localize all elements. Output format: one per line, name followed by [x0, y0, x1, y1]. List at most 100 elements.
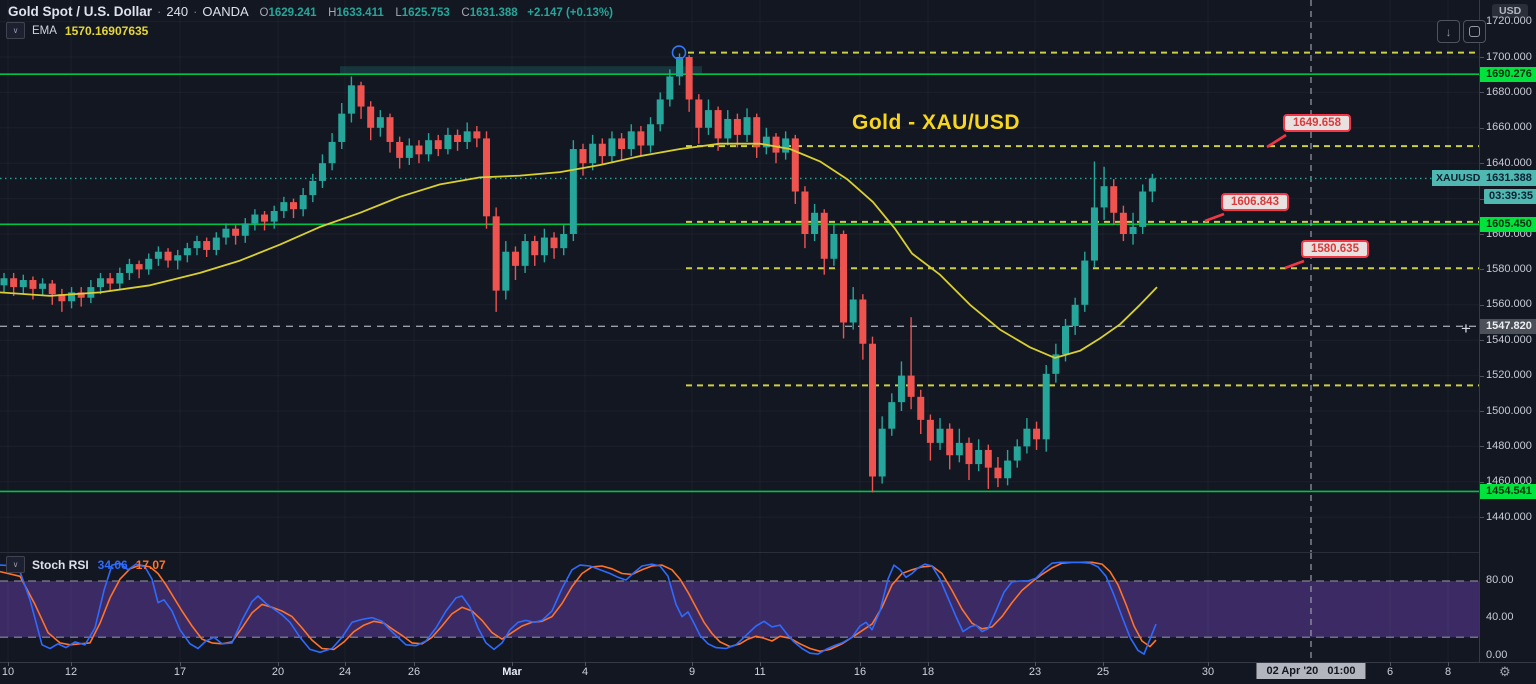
change-value: +2.147 (+0.13%) — [527, 7, 613, 19]
price-tick-label: 1580.000 — [1486, 262, 1532, 275]
price-tick-label: 1500.000 — [1486, 404, 1532, 417]
price-callout[interactable]: 1606.843 — [1221, 193, 1289, 211]
price-tick-mark — [1480, 446, 1484, 448]
chart-title-annotation: Gold - XAU/USD — [852, 111, 1020, 134]
price-tick-label: 1440.000 — [1486, 510, 1532, 523]
price-tick-mark — [1480, 481, 1484, 483]
date-label: Mar — [502, 666, 522, 678]
stoch-tick-label: 40.00 — [1486, 611, 1514, 623]
reset-scale-icon — [1469, 26, 1480, 37]
stoch-tick-label: 0.00 — [1486, 648, 1508, 661]
price-tick-mark — [1480, 375, 1484, 377]
date-tick-mark — [180, 662, 181, 666]
stoch-k-value: 34.06 — [97, 557, 128, 572]
reset-scale-button[interactable] — [1463, 20, 1486, 43]
last-price-axis-label: 1631.388 — [1480, 170, 1536, 186]
gear-icon[interactable]: ⚙ — [1499, 664, 1511, 679]
date-tick-mark — [1390, 662, 1391, 666]
date-label: 18 — [921, 666, 935, 678]
low-value: 1625.753 — [401, 7, 450, 19]
high-label: H — [328, 7, 337, 19]
date-label: 11 — [754, 666, 766, 678]
date-tick-mark — [1208, 662, 1209, 666]
stoch-tick-label: 80.00 — [1486, 573, 1514, 586]
date-label: 16 — [853, 666, 867, 678]
date-tick-mark — [692, 662, 693, 666]
low-label: L — [395, 7, 402, 19]
price-tick-label: 1660.000 — [1486, 121, 1532, 134]
chevron-down-icon[interactable]: ∨ — [6, 556, 25, 573]
stoch-rsi-label[interactable]: Stoch RSI — [32, 557, 89, 572]
level-price-label: 1454.541 — [1480, 483, 1536, 499]
price-tick-mark — [1480, 198, 1484, 200]
date-tick-mark — [585, 662, 586, 666]
date-label: 6 — [1386, 666, 1394, 678]
level-price-label: 1690.276 — [1480, 66, 1536, 82]
open-value: 1629.241 — [268, 7, 317, 19]
main-price-chart[interactable] — [0, 0, 1479, 552]
close-value: 1631.388 — [469, 7, 518, 19]
scroll-to-recent-button[interactable]: ↓ — [1437, 20, 1460, 43]
crosshair-date-label: 02 Apr '20 01:00 — [1256, 663, 1366, 679]
date-label: 24 — [338, 666, 352, 678]
time-axis[interactable] — [0, 662, 1536, 684]
date-label: 9 — [688, 666, 696, 678]
price-tick-mark — [1480, 340, 1484, 342]
crosshair-cursor-icon: + — [1461, 319, 1471, 338]
date-label: 23 — [1028, 666, 1042, 678]
level-price-label: 1605.450 — [1480, 216, 1536, 232]
date-tick-mark — [1035, 662, 1036, 666]
date-label: 10 — [1, 666, 15, 678]
price-callout[interactable]: 1649.658 — [1283, 114, 1351, 132]
price-tick-mark — [1480, 517, 1484, 519]
price-tick-label: 1540.000 — [1486, 333, 1532, 346]
date-tick-mark — [928, 662, 929, 666]
date-tick-mark — [860, 662, 861, 666]
symbol-price-tag: XAUUSD — [1432, 170, 1485, 186]
interval-value[interactable]: 240 — [166, 4, 189, 19]
date-label: 26 — [407, 666, 421, 678]
date-tick-mark — [1448, 662, 1449, 666]
symbol-title[interactable]: Gold Spot / U.S. Dollar — [8, 4, 153, 19]
price-tick-mark — [1480, 163, 1484, 165]
date-tick-mark — [1103, 662, 1104, 666]
date-label: 17 — [173, 666, 187, 678]
chevron-down-icon[interactable]: ∨ — [6, 22, 25, 39]
price-tick-label: 1720.000 — [1486, 15, 1532, 28]
date-tick-mark — [345, 662, 346, 666]
ema-value: 1570.16907635 — [64, 23, 149, 38]
bar-countdown-timer: 03:39:35 — [1484, 189, 1536, 204]
price-tick-label: 1640.000 — [1486, 156, 1532, 169]
price-tick-label: 1680.000 — [1486, 85, 1532, 98]
date-label: 12 — [64, 666, 78, 678]
separator: · — [157, 4, 162, 19]
date-tick-mark — [71, 662, 72, 666]
ema-legend: ∨ EMA 1570.16907635 — [6, 22, 148, 39]
price-tick-mark — [1480, 411, 1484, 412]
symbol-legend: Gold Spot / U.S. Dollar · 240 · OANDA O1629.… — [8, 4, 613, 19]
high-value: 1633.411 — [336, 7, 384, 19]
date-tick-mark — [8, 662, 9, 666]
ema-label[interactable]: EMA — [32, 24, 57, 37]
price-tick-mark — [1480, 92, 1484, 94]
price-tick-mark — [1480, 234, 1484, 235]
date-label: 30 — [1201, 666, 1215, 678]
separator: · — [193, 4, 198, 19]
arrow-down-icon: ↓ — [1445, 24, 1452, 39]
date-label: 25 — [1096, 666, 1110, 678]
price-tick-mark — [1480, 127, 1484, 129]
stoch-rsi-pane[interactable] — [0, 552, 1479, 663]
price-callout[interactable]: 1580.635 — [1301, 240, 1369, 258]
date-label: 8 — [1444, 666, 1452, 678]
date-tick-mark — [414, 662, 415, 666]
date-label: 4 — [581, 666, 589, 678]
price-tick-mark — [1480, 304, 1484, 306]
exchange-name[interactable]: OANDA — [202, 4, 248, 19]
currency-badge: USD — [1492, 4, 1529, 18]
price-tick-label: 1700.000 — [1486, 50, 1532, 63]
price-tick-mark — [1480, 57, 1484, 58]
date-tick-mark — [512, 662, 513, 666]
stoch-rsi-legend: ∨ Stoch RSI 34.06 17.07 — [6, 556, 166, 573]
price-tick-label: 1560.000 — [1486, 298, 1532, 311]
